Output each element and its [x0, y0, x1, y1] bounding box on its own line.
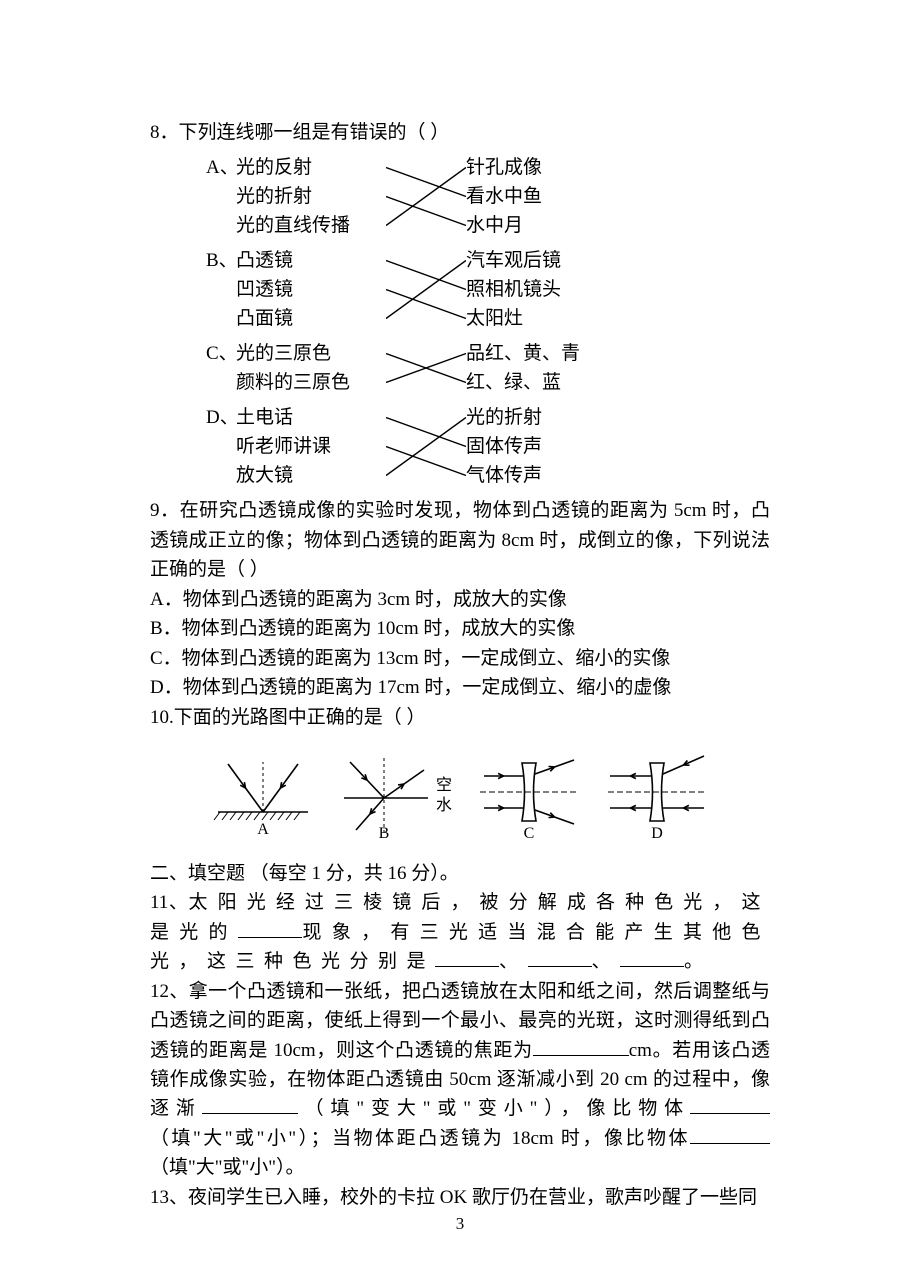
q8-left-item: 凸透镜: [236, 246, 386, 275]
q8-group-tag: D、: [206, 403, 236, 432]
q8-right-item: 光的折射: [466, 403, 626, 432]
q8: 8．下列连线哪一组是有错误的（ ）: [150, 118, 770, 147]
q12: 12、拿一个凸透镜和一张纸，把凸透镜放在太阳和纸之间，然后调整纸与凸透镜之间的距…: [150, 977, 770, 1183]
q8-left-item: 光的三原色: [236, 339, 386, 368]
q9-opt-c: C．物体到凸透镜的距离为 13cm 时，一定成倒立、缩小的实像: [150, 644, 770, 673]
svg-text:C: C: [524, 825, 535, 840]
svg-text:D: D: [651, 825, 663, 840]
q8-left-item: 光的折射: [236, 182, 386, 211]
q10-diagram-A: A: [208, 750, 318, 845]
q8-group-tag: A、: [206, 153, 236, 182]
q10-num: 10.: [150, 707, 174, 728]
q8-group-tag: C、: [206, 339, 236, 368]
q10-diagram-D: D: [602, 750, 712, 845]
q8-left-item: 颜料的三原色: [236, 368, 386, 397]
q8-right-item: 红、绿、蓝: [466, 368, 626, 397]
page-number: 3: [0, 1214, 920, 1234]
q8-stem: 下列连线哪一组是有错误的（ ）: [179, 122, 450, 143]
q8-left-item: 凹透镜: [236, 275, 386, 304]
q8-right-col: 针孔成像看水中鱼水中月: [466, 153, 626, 240]
q8-right-item: 针孔成像: [466, 153, 626, 182]
q8-lines: [386, 339, 466, 397]
q10-stem: 下面的光路图中正确的是（ ）: [174, 707, 426, 728]
q9-stem: 在研究凸透镜成像的实验时发现，物体到凸透镜的距离为 5cm 时，凸透镜成正立的像…: [150, 500, 770, 580]
q8-right-item: 水中月: [466, 211, 626, 240]
q8-group-0: A、光的反射光的折射光的直线传播针孔成像看水中鱼水中月: [206, 153, 770, 240]
svg-text:水: 水: [436, 796, 452, 814]
q13-num: 13、: [150, 1187, 188, 1208]
q8-group-2: C、光的三原色颜料的三原色 品红、黄、青红、绿、蓝: [206, 339, 770, 397]
q9-opt-d: D．物体到凸透镜的距离为 17cm 时，一定成倒立、缩小的虚像: [150, 673, 770, 702]
q8-left-col: 光的三原色颜料的三原色: [236, 339, 386, 397]
q8-right-item: 照相机镜头: [466, 275, 626, 304]
q10-diagram-B: 空水 B: [336, 750, 456, 845]
q8-lines: [386, 153, 466, 240]
q8-group-1: B、凸透镜凹透镜凸面镜汽车观后镜照相机镜头太阳灶: [206, 246, 770, 333]
q13-text: 夜间学生已入睡，校外的卡拉 OK 歌厅仍在营业，歌声吵醒了一些同: [188, 1187, 757, 1208]
q9-opt-b: B．物体到凸透镜的距离为 10cm 时，成放大的实像: [150, 614, 770, 643]
q8-left-item: 光的直线传播: [236, 211, 386, 240]
q8-right-col: 品红、黄、青红、绿、蓝: [466, 339, 626, 397]
q11-num: 11、: [150, 892, 189, 913]
q11: 11、太阳光经过三棱镜后，被分解成各种色光，这是光的现象，有三光适当混合能产生其…: [150, 888, 770, 976]
q9-opt-a: A．物体到凸透镜的距离为 3cm 时，成放大的实像: [150, 585, 770, 614]
q8-right-item: 看水中鱼: [466, 182, 626, 211]
q8-right-col: 光的折射固体传声气体传声: [466, 403, 626, 490]
q8-left-item: 土电话: [236, 403, 386, 432]
q8-lines: [386, 246, 466, 333]
q13: 13、夜间学生已入睡，校外的卡拉 OK 歌厅仍在营业，歌声吵醒了一些同: [150, 1183, 770, 1212]
q8-left-item: 凸面镜: [236, 304, 386, 333]
q10-diagram-C: C: [474, 750, 584, 845]
svg-text:空: 空: [436, 776, 452, 794]
q8-right-item: 汽车观后镜: [466, 246, 626, 275]
section2-title: 二、填空题 （每空 1 分，共 16 分）。: [150, 859, 770, 888]
q8-left-col: 光的反射光的折射光的直线传播: [236, 153, 386, 240]
q8-right-item: 太阳灶: [466, 304, 626, 333]
svg-text:B: B: [379, 825, 390, 840]
q8-lines: [386, 403, 466, 490]
q8-group-tag: B、: [206, 246, 236, 275]
q12-num: 12、: [150, 981, 189, 1002]
q8-left-col: 凸透镜凹透镜凸面镜: [236, 246, 386, 333]
q8-right-col: 汽车观后镜照相机镜头太阳灶: [466, 246, 626, 333]
q8-left-item: 光的反射: [236, 153, 386, 182]
q8-group-3: D、土电话听老师讲课放大镜光的折射固体传声气体传声: [206, 403, 770, 490]
q12-text: 拿一个凸透镜和一张纸，把凸透镜放在太阳和纸之间，然后调整纸与凸透镜之间的距离，使…: [150, 981, 770, 1179]
q10: 10.下面的光路图中正确的是（ ）: [150, 703, 770, 732]
q10-diagrams: A 空水 B C D: [150, 750, 770, 845]
svg-text:A: A: [257, 821, 269, 838]
q8-num: 8．: [150, 122, 179, 143]
q8-right-item: 品红、黄、青: [466, 339, 626, 368]
q8-left-item: 听老师讲课: [236, 432, 386, 461]
q11-text: 太阳光经过三棱镜后，被分解成各种色光，这是光的现象，有三光适当混合能产生其他色光…: [150, 892, 770, 972]
q8-matching: A、光的反射光的折射光的直线传播针孔成像看水中鱼水中月B、凸透镜凹透镜凸面镜汽车…: [150, 153, 770, 490]
exam-page: 8．下列连线哪一组是有错误的（ ） A、光的反射光的折射光的直线传播针孔成像看水…: [0, 0, 920, 1274]
q8-left-col: 土电话听老师讲课放大镜: [236, 403, 386, 490]
q8-right-item: 固体传声: [466, 432, 626, 461]
q9: 9．在研究凸透镜成像的实验时发现，物体到凸透镜的距离为 5cm 时，凸透镜成正立…: [150, 496, 770, 584]
q8-left-item: 放大镜: [236, 461, 386, 490]
q9-num: 9．: [150, 500, 180, 521]
q8-right-item: 气体传声: [466, 461, 626, 490]
